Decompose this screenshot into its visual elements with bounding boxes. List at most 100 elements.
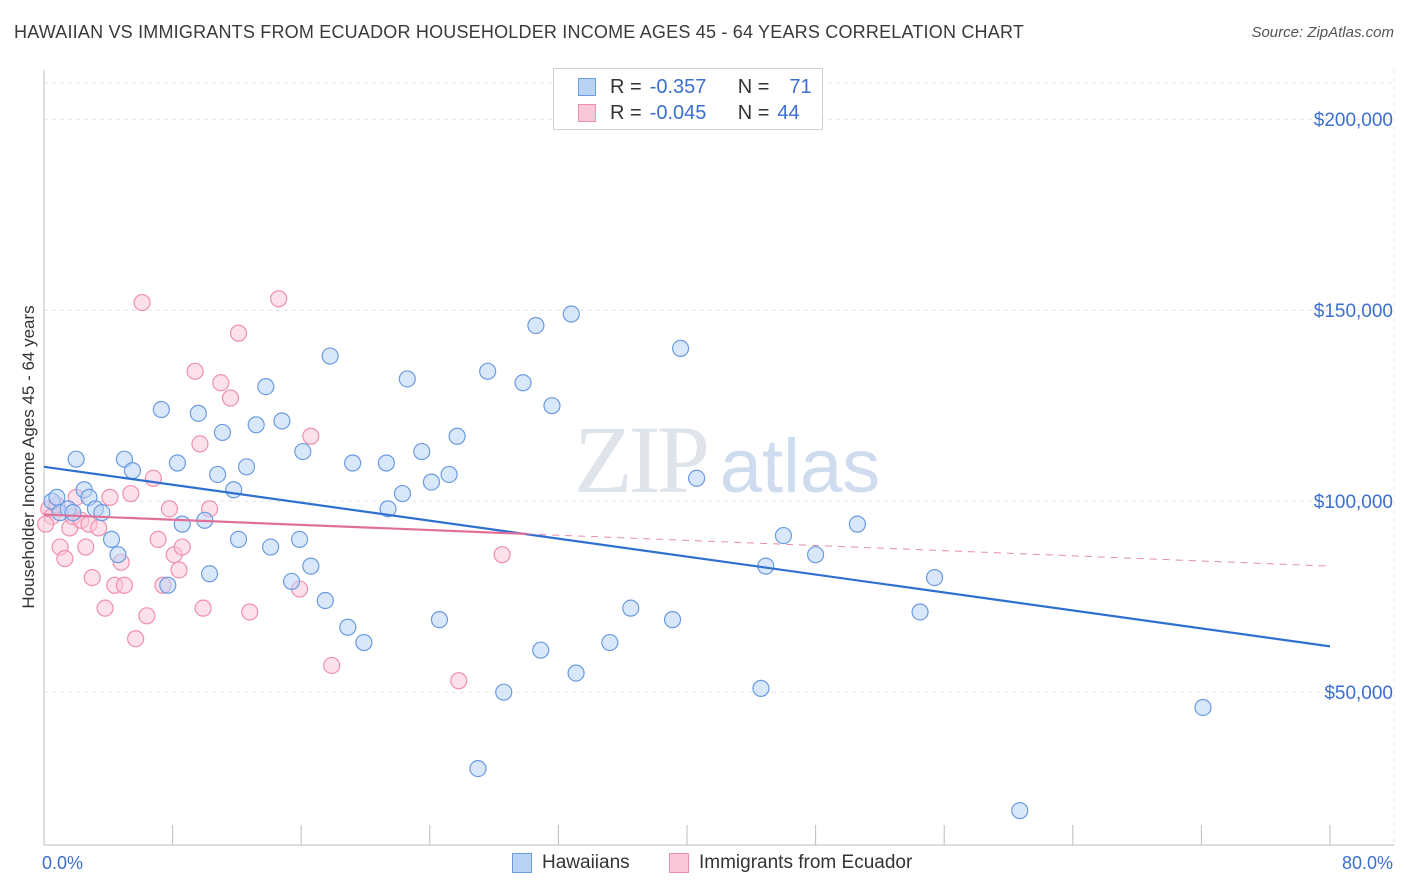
ecuador-point: [77, 538, 95, 556]
hawaiians-point: [282, 572, 301, 591]
hawaiians-point: [213, 423, 232, 442]
trend-lines: [43, 465, 1331, 648]
hawaiians-point: [152, 400, 170, 419]
ecuador-point: [149, 530, 167, 549]
ecuador-point: [101, 488, 119, 506]
hawaiians-point: [448, 427, 466, 445]
n-label: N =: [737, 75, 770, 98]
hawaiians-point: [159, 576, 177, 594]
y-axis-title: Householder Income Ages 45 - 64 years: [19, 305, 38, 608]
hawaiians-point: [173, 515, 191, 533]
r-label: R =: [610, 101, 642, 124]
r-label: R =: [610, 75, 642, 98]
hawaiians-point: [601, 633, 619, 652]
hawaiians-point: [339, 618, 357, 636]
hawaiians-point: [663, 611, 682, 629]
ecuador-r-value: -0.045: [649, 101, 707, 124]
hawaiians-point: [257, 378, 275, 396]
ecuador-legend-label: Immigrants from Ecuador: [699, 852, 913, 873]
hawaiians-point: [806, 546, 825, 564]
hawaiians-point: [398, 370, 416, 388]
hawaiians-point: [189, 404, 207, 422]
hawaiians-point: [294, 442, 312, 461]
stats-legend: R = -0.357 N = 71 R = -0.045 N = 44: [553, 68, 823, 130]
hawaiians-point: [514, 374, 532, 392]
hawaiians-n-value: 71: [789, 75, 812, 98]
hawaiians-point: [562, 305, 580, 323]
hawaiians-point: [93, 504, 111, 522]
hawaiians-trend-line: [43, 465, 1331, 648]
hawaiians-point: [1011, 802, 1029, 820]
hawaiians-r-value: -0.357: [649, 75, 707, 98]
hawaiians-legend-swatch: [512, 853, 532, 873]
hawaiians-point: [209, 465, 227, 484]
y-tick-label: $50,000: [1324, 683, 1393, 704]
hawaiians-point: [321, 347, 339, 365]
ecuador-point: [450, 672, 468, 690]
hawaiians-point: [911, 603, 929, 621]
hawaiians-point: [532, 641, 550, 659]
hawaiians-point: [1194, 698, 1212, 717]
hawaiians-point: [413, 442, 431, 461]
ecuador-point: [96, 599, 114, 617]
hawaiians-point: [671, 339, 690, 357]
hawaiians-swatch: [578, 78, 596, 96]
hawaiians-points: [43, 305, 1212, 820]
hawaiians-point: [393, 484, 412, 503]
hawaiians-point: [430, 611, 449, 629]
ecuador-point: [127, 630, 145, 648]
ecuador-point: [241, 603, 259, 621]
ecuador-point: [170, 561, 188, 579]
hawaiians-point: [848, 515, 866, 533]
x-tick-label-max: 80.0%: [1342, 853, 1393, 873]
hawaiians-point: [925, 568, 944, 587]
hawaiians-point: [67, 450, 85, 468]
hawaiians-point: [688, 469, 706, 487]
ecuador-point: [173, 538, 191, 556]
y-tick-label: $150,000: [1314, 301, 1393, 322]
hawaiians-point: [567, 664, 585, 682]
ecuador-point: [212, 374, 230, 392]
bottom-legend-ecuador: Immigrants from Ecuador: [669, 852, 912, 874]
hawaiians-point: [123, 462, 142, 480]
hawaiians-point: [379, 500, 397, 518]
hawaiians-point: [262, 538, 280, 556]
ecuador-point: [229, 324, 248, 342]
hawaiians-point: [479, 362, 497, 380]
hawaiians-point: [102, 530, 121, 549]
hawaiians-point: [290, 530, 309, 549]
ecuador-point: [302, 427, 320, 445]
ecuador-point: [122, 484, 140, 503]
hawaiians-point: [247, 416, 265, 434]
bottom-legend-hawaiians: Hawaiians: [512, 852, 630, 874]
hawaiians-point: [422, 473, 441, 491]
watermark-zip: ZIP: [574, 406, 707, 513]
hawaiians-point: [527, 316, 545, 335]
x-tick-label-min: 0.0%: [42, 853, 83, 873]
hawaiians-point: [316, 591, 334, 610]
ecuador-point: [138, 607, 156, 625]
ecuador-point: [194, 599, 212, 617]
ecuador-point: [323, 656, 341, 675]
ecuador-point: [493, 546, 511, 564]
hawaiians-point: [344, 454, 362, 472]
ecuador-swatch: [578, 104, 596, 122]
ecuador-point: [90, 519, 108, 537]
hawaiians-point: [752, 679, 770, 697]
ecuador-point: [115, 576, 133, 594]
hawaiians-legend-label: Hawaiians: [542, 852, 630, 873]
hawaiians-point: [622, 599, 640, 617]
ecuador-point: [56, 549, 74, 568]
hawaiians-point: [377, 454, 395, 472]
ecuador-legend-swatch: [669, 853, 689, 873]
ecuador-point: [191, 435, 209, 453]
n-label: N =: [737, 101, 770, 124]
hawaiians-point: [168, 454, 187, 472]
source-note: Source: ZipAtlas.com: [1251, 24, 1394, 41]
hawaiians-point: [229, 530, 248, 549]
legend-row-ecuador: R = -0.045 N = 44: [578, 100, 800, 126]
watermark: ZIP atlas: [574, 406, 880, 513]
hawaiians-point: [237, 458, 256, 476]
ecuador-trend-line: [43, 513, 527, 536]
